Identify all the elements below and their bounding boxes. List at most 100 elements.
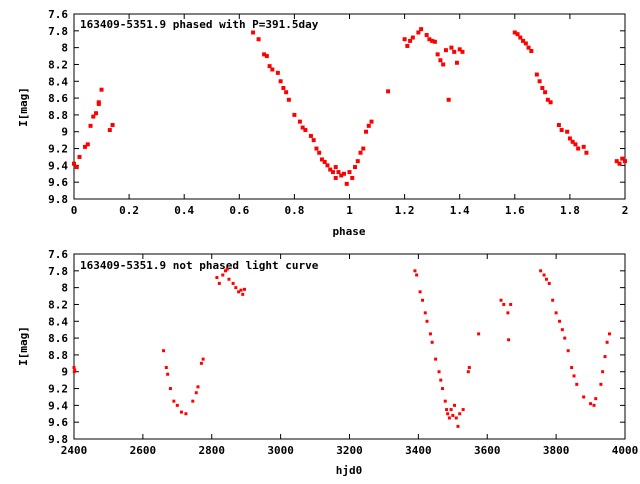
unphased-data-point — [215, 276, 219, 280]
phased-data-point — [614, 159, 619, 164]
phased-data-point — [317, 150, 322, 155]
unphased-data-point — [423, 311, 427, 315]
unphased-data-point — [594, 397, 598, 401]
unphased-x-axis-label: hjd0 — [336, 464, 363, 477]
phased-data-point — [286, 97, 291, 102]
unphased-data-point — [558, 319, 562, 323]
phased-data-point — [452, 49, 457, 54]
phased-data-point — [353, 165, 358, 170]
phased-data-point — [567, 136, 572, 141]
unphased-data-point — [175, 403, 179, 407]
unphased-data-point — [603, 355, 607, 359]
phased-data-point — [446, 97, 451, 102]
phased-y-tick-label: 9 — [61, 126, 68, 139]
phased-data-point — [573, 142, 578, 147]
phased-data-point — [339, 173, 344, 178]
unphased-data-point — [466, 370, 470, 374]
unphased-y-tick-label: 9.2 — [48, 383, 68, 396]
unphased-panel: 163409-5351.9 not phased light curve hjd… — [17, 248, 638, 477]
phased-data-point — [99, 87, 104, 92]
unphased-data-point — [242, 287, 246, 291]
unphased-data-point — [589, 402, 593, 406]
phased-data-point — [534, 72, 539, 77]
phased-data-point — [107, 128, 112, 133]
phased-data-point — [540, 86, 545, 90]
phased-data-point — [297, 119, 302, 124]
phased-data-point — [264, 54, 269, 59]
phased-data-point — [526, 45, 531, 50]
phased-x-tick-label: 0.6 — [229, 204, 249, 217]
phased-data-point — [570, 139, 575, 144]
unphased-x-tick-label: 2800 — [199, 444, 226, 457]
phased-panel: 163409-5351.9 phased with P=391.5day pha… — [17, 8, 628, 238]
phased-data-point — [460, 49, 465, 54]
unphased-data-point — [453, 403, 457, 407]
phased-x-tick-label: 1.2 — [395, 204, 415, 217]
phased-data-point — [537, 79, 542, 84]
phased-data-point — [521, 38, 526, 43]
phased-x-tick-label: 1.8 — [560, 204, 580, 217]
phased-data-point — [110, 123, 115, 127]
unphased-y-axis-label: I[mag] — [17, 326, 30, 366]
phased-data-point — [330, 170, 335, 175]
unphased-data-point — [601, 370, 605, 374]
unphased-data-point — [456, 424, 460, 428]
unphased-data-point — [168, 387, 172, 391]
unphased-data-point — [413, 269, 417, 273]
unphased-data-point — [415, 273, 419, 277]
phased-data-point — [512, 30, 517, 35]
unphased-y-tick-label: 9.4 — [48, 399, 68, 412]
unphased-x-tick-label: 4000 — [612, 444, 639, 457]
unphased-data-point — [502, 302, 506, 306]
phased-data-point — [85, 142, 90, 147]
unphased-chart-title: 163409-5351.9 not phased light curve — [80, 259, 319, 272]
phased-data-point — [270, 67, 275, 72]
unphased-data-point — [440, 387, 444, 391]
unphased-data-point — [217, 281, 221, 285]
phased-data-point — [556, 123, 561, 127]
phased-data-point — [620, 156, 625, 161]
unphased-x-tick-label: 2400 — [61, 444, 88, 457]
unphased-y-tick-label: 8 — [61, 282, 68, 295]
unphased-axis-ticks: 2400 2600 2800 3000 3200 3400 3600 3800 4000 7.6 7… — [48, 248, 638, 457]
phased-data-point — [278, 79, 283, 84]
phased-data-point — [430, 38, 435, 43]
unphased-y-tick-label: 9 — [61, 366, 68, 379]
phased-data-point — [424, 33, 429, 38]
phased-data-point — [256, 37, 261, 42]
phased-y-tick-label: 8.4 — [48, 75, 68, 88]
phased-data-point — [292, 112, 297, 117]
unphased-data-point — [191, 399, 195, 403]
unphased-data-point — [458, 412, 462, 416]
phased-data-point — [311, 138, 316, 143]
unphased-y-tick-label: 9.8 — [48, 433, 68, 446]
phased-data-point — [454, 60, 459, 65]
phased-data-point — [284, 90, 289, 95]
phased-data-point — [449, 45, 454, 50]
phased-data-point — [408, 38, 413, 43]
phased-data-point — [369, 119, 374, 124]
phased-data-point — [358, 150, 363, 155]
unphased-data-point — [605, 340, 609, 344]
phased-data-point — [548, 100, 553, 105]
phased-data-point — [333, 175, 338, 180]
unphased-data-point — [544, 277, 548, 281]
unphased-data-point — [451, 413, 455, 417]
phased-data-point — [366, 123, 371, 128]
unphased-data-point — [547, 281, 551, 285]
unphased-y-tick-label: 8.8 — [48, 349, 68, 362]
unphased-data-point — [542, 273, 546, 277]
unphased-data-point — [73, 368, 77, 372]
phased-x-tick-label: 1.6 — [505, 204, 525, 217]
phased-x-axis-label: phase — [332, 225, 365, 238]
unphased-data-point — [446, 412, 450, 416]
phased-data-point — [435, 52, 440, 57]
unphased-data-point — [509, 302, 513, 306]
unphased-y-tick-label: 7.8 — [48, 265, 68, 278]
phased-data-point — [300, 125, 305, 130]
unphased-data-point — [179, 410, 183, 414]
unphased-data-point — [437, 370, 441, 374]
phased-data-point — [576, 146, 581, 151]
